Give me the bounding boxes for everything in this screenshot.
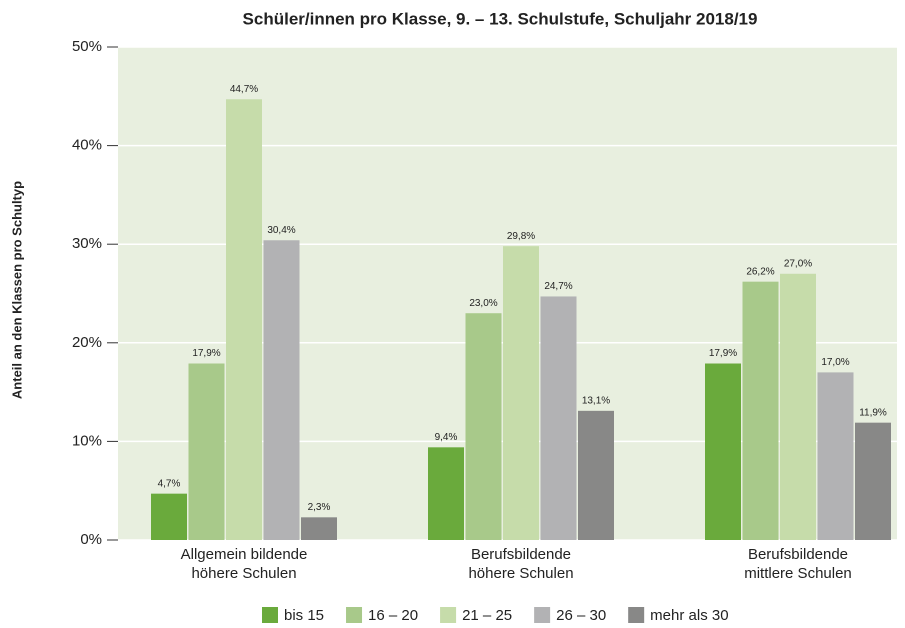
value-label: 4,7% (158, 478, 181, 489)
value-label: 17,0% (821, 357, 849, 368)
value-label: 27,0% (784, 258, 812, 269)
bar (465, 313, 502, 540)
value-label: 17,9% (192, 348, 220, 359)
value-label: 13,1% (582, 395, 610, 406)
legend-swatch (262, 607, 278, 623)
value-label: 23,0% (469, 298, 497, 309)
y-tick-label: 20% (72, 334, 102, 351)
legend-swatch (440, 607, 457, 623)
value-label: 26,2% (746, 266, 774, 277)
bar (540, 296, 577, 540)
x-tick-label: Berufsbildende höhere Schulen (468, 546, 573, 582)
legend-label: 16 – 20 (368, 607, 418, 624)
y-tick-label: 30% (72, 235, 102, 252)
y-tick-label: 40% (72, 137, 102, 154)
value-label: 2,3% (308, 502, 331, 513)
legend-swatch (346, 607, 363, 623)
bar (855, 422, 891, 540)
value-label: 44,7% (230, 84, 258, 95)
y-tick-label: 50% (72, 38, 102, 55)
value-label: 29,8% (507, 231, 535, 242)
legend-label: mehr als 30 (650, 607, 728, 624)
y-tick-label: 0% (80, 531, 102, 548)
bar (151, 493, 187, 540)
bar (301, 517, 337, 540)
value-label: 11,9% (859, 407, 887, 418)
legend-label: 21 – 25 (462, 607, 512, 624)
x-tick-label: Allgemein bildende höhere Schulen (181, 546, 308, 582)
legend-label: 26 – 30 (556, 607, 606, 624)
bar (263, 240, 300, 541)
bar (705, 363, 741, 540)
legend-swatch (628, 607, 645, 623)
y-axis-label: Anteil an den Klassen pro Schultyp (9, 181, 24, 399)
x-tick-label: Berufsbildende mittlere Schulen (744, 546, 852, 582)
value-label: 17,9% (709, 348, 737, 359)
value-label: 30,4% (267, 225, 295, 236)
bar (188, 363, 225, 540)
value-label: 24,7% (544, 281, 572, 292)
y-tick-label: 10% (72, 432, 102, 449)
bar (428, 447, 464, 540)
chart-title: Schüler/innen pro Klasse, 9. – 13. Schul… (243, 9, 758, 28)
bar (817, 372, 854, 540)
bar (226, 99, 262, 541)
bar (578, 410, 614, 540)
legend-label: bis 15 (284, 607, 324, 624)
bar (742, 281, 779, 540)
value-label: 9,4% (435, 432, 458, 443)
bar (780, 273, 816, 540)
legend-swatch (534, 607, 551, 623)
bar (503, 246, 539, 540)
